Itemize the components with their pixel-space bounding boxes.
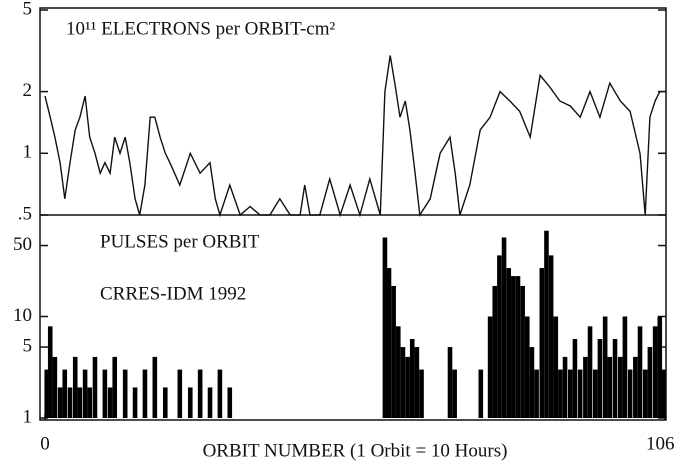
y-tick-label: 50 <box>13 234 32 255</box>
bar <box>572 339 578 418</box>
bar <box>529 347 535 418</box>
bar <box>177 369 183 418</box>
bar <box>562 356 568 418</box>
bar <box>400 347 406 418</box>
bar <box>52 356 58 418</box>
bar <box>217 369 223 418</box>
bar <box>602 316 608 418</box>
annotation: PULSES per ORBIT <box>100 231 260 252</box>
bar <box>583 356 588 418</box>
bar <box>414 347 420 418</box>
data-line <box>44 55 665 218</box>
bar <box>652 326 658 418</box>
bar <box>511 276 516 418</box>
bar <box>197 369 203 418</box>
bar <box>386 268 392 418</box>
y-tick-label: 10 <box>13 305 32 326</box>
bar <box>660 369 666 418</box>
bar <box>395 326 401 418</box>
bar <box>553 316 559 418</box>
bar <box>419 369 424 418</box>
bar <box>187 387 193 418</box>
bar <box>382 237 388 418</box>
bar <box>627 369 633 418</box>
bar <box>558 369 563 418</box>
bar <box>162 387 168 418</box>
bar <box>534 369 539 418</box>
bar <box>515 276 521 418</box>
y-tick-label: 1 <box>23 406 33 427</box>
bar <box>487 316 493 418</box>
bar <box>72 356 78 418</box>
bar <box>492 285 498 418</box>
bar <box>122 369 128 418</box>
bar <box>501 237 507 418</box>
bar <box>647 347 653 418</box>
bar <box>142 369 148 418</box>
bar <box>622 316 628 418</box>
bar <box>207 387 213 418</box>
bar <box>92 356 98 418</box>
bar <box>107 387 113 418</box>
bar <box>478 369 484 418</box>
bar <box>642 369 648 418</box>
y-tick-label: 1 <box>23 142 33 163</box>
y-tick-label: 5 <box>23 335 33 356</box>
bar <box>132 387 138 418</box>
bar <box>391 285 396 418</box>
x-axis-label: ORBIT NUMBER (1 Orbit = 10 Hours) <box>203 440 508 461</box>
bar <box>67 387 73 418</box>
bar <box>637 326 643 418</box>
bar <box>544 230 549 418</box>
bar <box>497 255 502 418</box>
bar <box>447 347 453 418</box>
bar <box>405 356 410 418</box>
x-tick-label: 1067 <box>646 433 674 454</box>
y-tick-label: .5 <box>18 203 32 224</box>
y-tick-label: 5 <box>23 0 33 19</box>
bar <box>112 356 118 418</box>
bar <box>452 369 457 418</box>
bar <box>567 369 573 418</box>
bar <box>617 356 623 418</box>
bar <box>607 356 613 418</box>
bar <box>539 268 545 418</box>
bar <box>227 387 233 418</box>
bar <box>409 339 415 418</box>
bar <box>524 316 530 418</box>
y-tick-label: 2 <box>23 80 33 101</box>
frame <box>39 7 667 421</box>
bar <box>587 326 593 418</box>
bar <box>77 387 83 418</box>
bar <box>47 326 53 418</box>
bar <box>520 285 525 418</box>
bar <box>597 339 603 418</box>
bar <box>633 356 638 418</box>
bar <box>612 339 618 418</box>
bar <box>87 387 93 418</box>
bar <box>506 268 511 418</box>
bar <box>152 356 158 418</box>
bar <box>592 369 598 418</box>
bar <box>82 369 88 418</box>
bar <box>62 369 68 418</box>
bar <box>548 255 554 418</box>
bar <box>57 387 63 418</box>
bar <box>577 369 583 418</box>
bar <box>657 316 663 418</box>
x-tick-label: 0 <box>40 433 50 454</box>
chart-title: 10¹¹ ELECTRONS per ORBIT-cm² <box>66 18 335 39</box>
bar <box>44 369 50 418</box>
bar <box>102 369 108 418</box>
annotation: CRRES-IDM 1992 <box>100 283 246 304</box>
